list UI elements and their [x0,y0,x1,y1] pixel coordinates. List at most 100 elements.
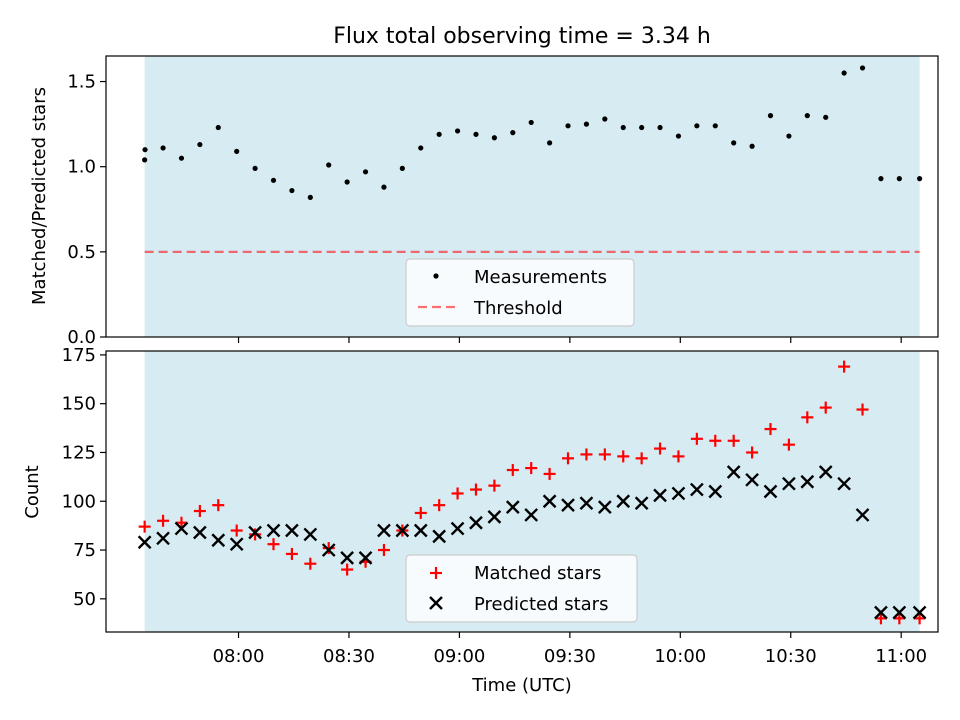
top-legend: Measurements Threshold [405,258,635,327]
predicted-star-point [892,605,907,620]
x-tick-label: 10:00 [654,646,706,667]
y-tick-label: 1.5 [67,72,96,93]
predicted-star-point [156,531,170,546]
measurement-point [859,65,866,71]
legend-x-mark [429,596,443,610]
matched-star-point [267,538,280,551]
measurement-point [878,176,884,182]
matched-star-point [230,524,243,537]
predicted-star-point [708,484,723,499]
matched-star-point [690,432,703,445]
matched-star-point [525,462,538,475]
predicted-star-point [855,508,870,522]
predicted-star-point [285,523,299,538]
predicted-star-point [358,550,373,565]
measurement-point [694,123,700,129]
bottom-legend: Matched stars Predicted stars [405,554,638,623]
y-tick-label: 125 [62,442,96,463]
matched-star-point [819,401,832,414]
predicted-star-point [413,523,428,538]
predicted-star-point [542,494,557,509]
measurement-point [602,116,608,122]
legend-threshold-label: Threshold [473,298,563,319]
legend-matched-marker [430,567,442,579]
measurement-point [289,187,295,194]
matched-star-point [709,434,722,447]
measurement-point [142,157,148,163]
measurement-point [491,135,497,141]
measurement-point [767,113,774,119]
matched-star-point [598,448,611,461]
measurement-point [215,124,221,131]
measurement-point [675,133,682,139]
measurement-point [307,194,313,200]
count-points [137,360,927,625]
predicted-star-point [211,533,226,548]
measurement-point [142,147,148,153]
predicted-star-point [524,508,539,522]
matched-star-point [635,452,648,465]
matched-star-point [304,557,317,570]
predicted-star-point [137,535,152,550]
matched-star-point [285,547,298,560]
matched-star-point [856,403,869,416]
measurement-point [916,176,923,182]
y-tick-label: 150 [62,394,96,415]
matched-star-point [175,516,188,529]
top-x-ticks [237,337,902,343]
predicted-star-point [321,543,336,557]
predicted-star-point [469,515,483,530]
chart-title: Flux total observing time = 3.34 h [333,24,711,49]
predicted-star-point [432,529,447,544]
matched-star-point [654,442,667,455]
predicted-star-point [174,521,189,536]
measurement-point [270,177,277,183]
bottom-panel: 50 75 100 125 150 175 08:00 08:30 09:00 09:30 10:… [22,345,939,696]
y-tick-label: 1.0 [67,157,96,178]
predicted-star-point [597,500,612,514]
measurement-point [620,124,626,131]
measurement-point [510,130,516,136]
measurement-point [841,70,847,76]
predicted-star-point [266,523,281,538]
matched-star-point [433,499,446,512]
measurement-point [160,145,166,151]
bottom-y-ticks: 50 75 100 125 150 175 [62,345,106,610]
matched-star-point [414,506,427,519]
measurement-point [252,165,258,171]
x-tick-label: 09:30 [544,646,596,667]
predicted-star-point [193,525,207,540]
matched-star-point [913,612,926,625]
predicted-star-point [763,484,778,499]
y-tick-label: 100 [62,491,96,512]
matched-star-point [874,612,887,625]
measurement-point [234,148,240,154]
measurement-point [344,179,350,185]
matched-star-point [138,520,151,533]
predicted-star-point [505,500,520,514]
measurement-point [418,145,424,151]
predicted-star-point [248,525,262,540]
top-legend-box [405,258,635,327]
bottom-y-label: Count [22,465,43,518]
legend-measurements-label: Measurements [474,267,607,288]
predicted-star-point [782,476,796,491]
measurement-point [804,113,810,119]
predicted-star-point [616,494,631,509]
measurement-point [712,123,718,129]
predicted-star-point [395,523,410,538]
top-panel: Flux total observing time = 3.34 h 0.00.… [29,24,939,348]
matched-star-point [451,487,464,500]
predicted-star-point [912,605,927,620]
bottom-x-ticks: 08:00 08:30 09:00 09:30 10:00 10:30 11:00 [213,632,927,667]
measurement-point [583,121,590,127]
matched-star-point [488,479,501,492]
matched-star-point [249,528,262,541]
bottom-axes-frame [105,350,939,633]
top-y-label: Matched/Predicted stars [29,87,50,305]
predicted-star-point [745,472,759,487]
measurement-points [142,65,923,200]
legend-matched-label: Matched stars [474,563,601,584]
matched-star-point [341,563,354,576]
measurement-point [639,124,645,131]
